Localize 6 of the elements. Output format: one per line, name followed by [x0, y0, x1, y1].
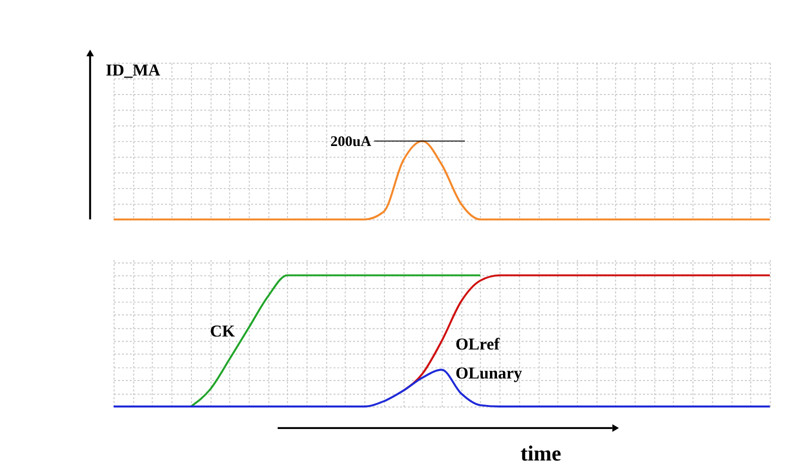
x-axis-title: time	[520, 441, 562, 466]
y-axis-title: ID_MA	[106, 60, 160, 80]
series-label: OLref	[455, 334, 500, 354]
series-label: CK	[210, 322, 236, 341]
annotation: 200uA	[330, 134, 372, 150]
series-label: OLunary	[455, 364, 523, 383]
